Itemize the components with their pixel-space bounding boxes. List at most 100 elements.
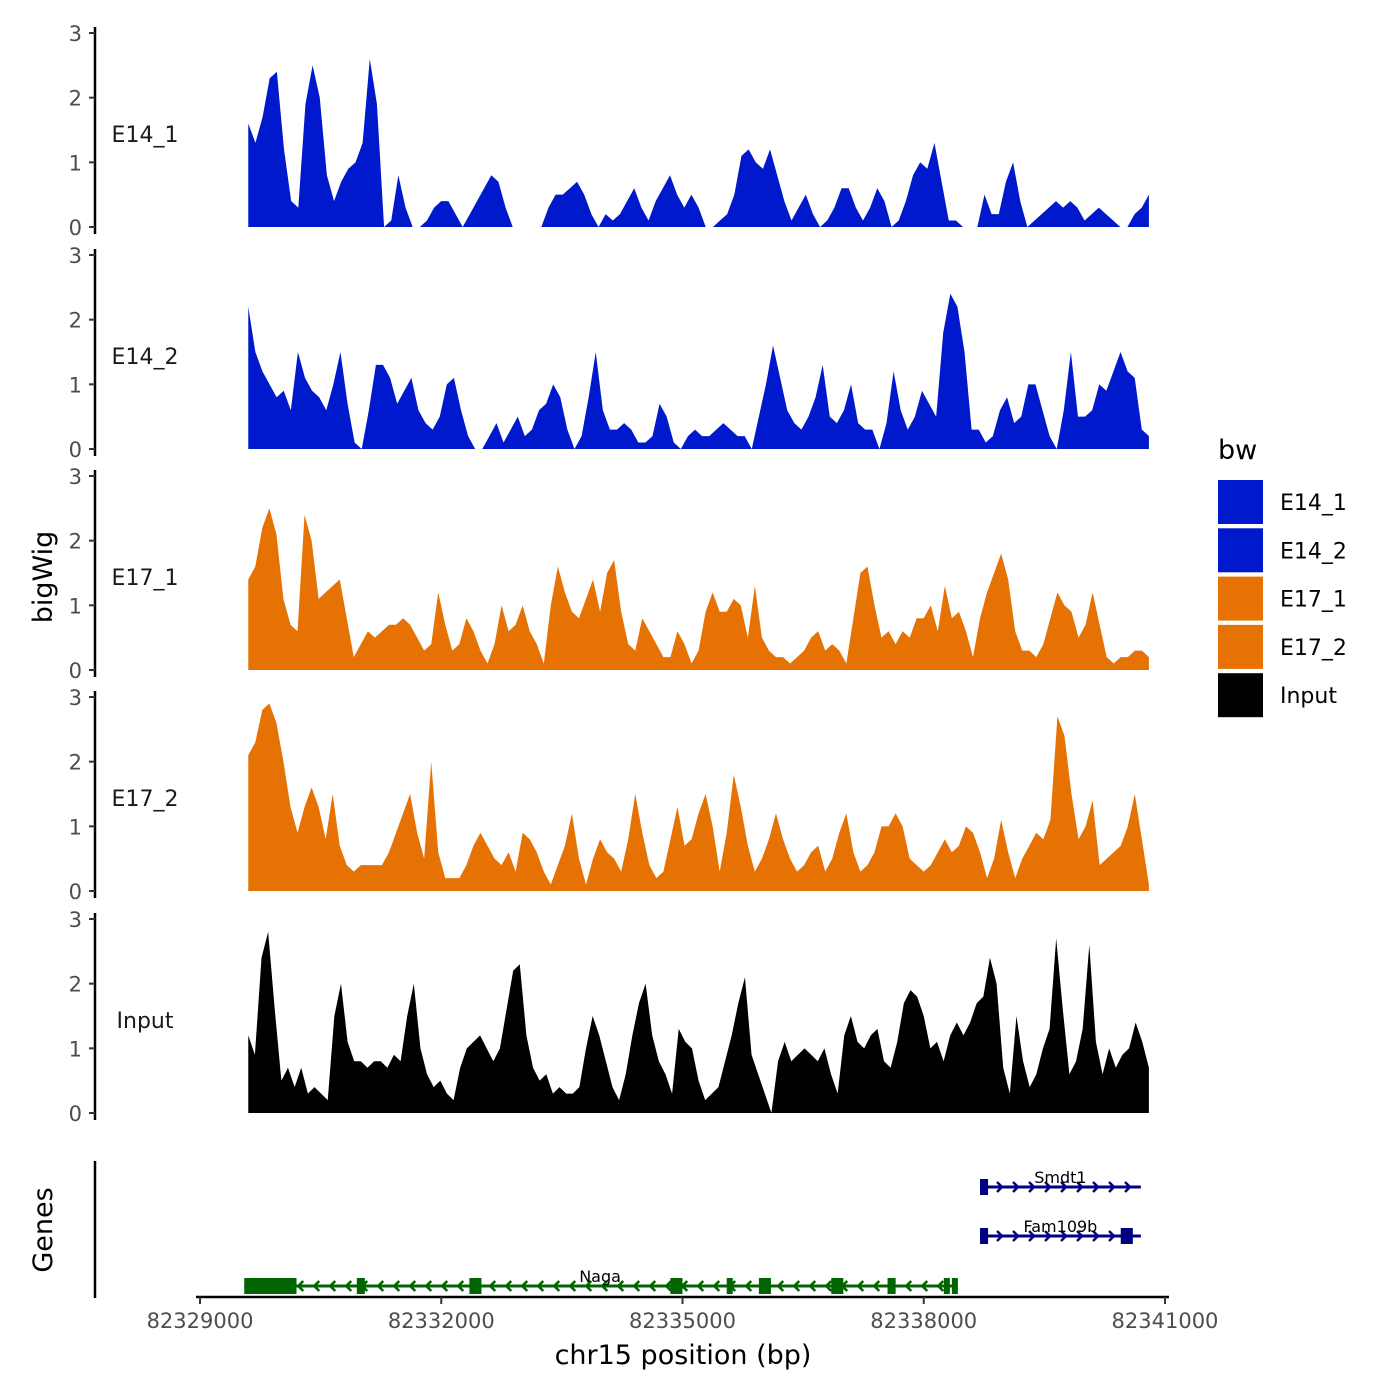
genes-panel: Smdt1 Fam109b Naga (93, 1161, 1141, 1298)
exon (951, 1278, 958, 1294)
strand-arrow (1060, 1181, 1068, 1193)
strand-arrow (776, 1280, 785, 1292)
strand-arrow (392, 1280, 401, 1292)
gene-label: Naga (579, 1267, 621, 1286)
strand-arrow (440, 1280, 449, 1292)
strand-arrow (872, 1280, 881, 1292)
strand-arrow (584, 1280, 593, 1292)
x-tick-label: 82338000 (870, 1309, 977, 1333)
strand-arrow (600, 1280, 609, 1292)
gene-label: Smdt1 (1034, 1168, 1086, 1187)
gene-naga: Naga (244, 1267, 958, 1294)
exon (356, 1278, 365, 1294)
y-tick-label: 3 (69, 465, 82, 489)
exon (943, 1278, 950, 1294)
y-tick-label: 2 (69, 751, 82, 775)
y-tick-label: 1 (69, 594, 82, 618)
legend-swatch-e14_1 (1218, 480, 1263, 524)
y-tick-label: 1 (69, 373, 82, 397)
legend-label: Input (1280, 684, 1337, 709)
track-label: E14_1 (112, 123, 179, 148)
y-tick-label: 0 (69, 1102, 82, 1126)
strand-arrow (1028, 1181, 1036, 1193)
y-tick-label: 2 (69, 973, 82, 997)
strand-arrow (1124, 1181, 1132, 1193)
legend-label: E14_1 (1280, 491, 1347, 516)
strand-arrow (808, 1280, 817, 1292)
legend-swatch-e17_1 (1218, 576, 1263, 621)
strand-arrow (552, 1280, 561, 1292)
track-input: 0 1 2 3 Input (69, 908, 1149, 1126)
exon (670, 1278, 683, 1294)
strand-arrow (328, 1280, 337, 1292)
strand-arrow (1092, 1181, 1100, 1193)
strand-arrow (520, 1280, 529, 1292)
y-tick-label: 3 (69, 686, 82, 710)
strand-arrow (1012, 1230, 1020, 1242)
y-tick-label: 2 (69, 530, 82, 554)
y-axis-title: bigWig (28, 531, 59, 624)
y-tick-label: 2 (69, 87, 82, 111)
track-label: E14_2 (112, 345, 179, 370)
strand-arrow (296, 1280, 305, 1292)
legend-swatch-e14_2 (1218, 528, 1263, 573)
strand-arrow (536, 1280, 545, 1292)
strand-arrow (712, 1280, 721, 1292)
strand-arrow (424, 1280, 433, 1292)
y-tick-label: 1 (69, 1037, 82, 1061)
strand-arrow (1044, 1181, 1052, 1193)
exon (980, 1179, 989, 1195)
y-tick-label: 0 (69, 659, 82, 683)
y-tick-label: 0 (69, 216, 82, 240)
strand-arrow (696, 1280, 705, 1292)
exon (831, 1278, 844, 1294)
strand-arrow (1076, 1230, 1084, 1242)
strand-arrow (1108, 1230, 1116, 1242)
y-tick-label: 3 (69, 244, 82, 268)
exon (887, 1278, 896, 1294)
strand-arrow (408, 1280, 417, 1292)
strand-arrow (1044, 1230, 1052, 1242)
track-label: Input (117, 1009, 174, 1034)
strand-arrow (920, 1280, 929, 1292)
strand-arrow (616, 1280, 625, 1292)
strand-arrow (344, 1280, 353, 1292)
strand-arrow (904, 1280, 913, 1292)
strand-arrow (744, 1280, 753, 1292)
strand-arrow (792, 1280, 801, 1292)
strand-arrow (1092, 1230, 1100, 1242)
strand-arrow (856, 1280, 865, 1292)
strand-arrow (488, 1280, 497, 1292)
exon (1120, 1228, 1133, 1244)
legend-label: E17_1 (1280, 588, 1347, 613)
strand-arrow (376, 1280, 385, 1292)
y-tick-label: 1 (69, 151, 82, 175)
strand-arrow (1012, 1181, 1020, 1193)
coverage-area-e14_1 (248, 58, 1149, 228)
strand-arrow (568, 1280, 577, 1292)
exon (980, 1228, 989, 1244)
y-tick-label: 3 (69, 22, 82, 46)
exon (469, 1278, 482, 1294)
strand-arrow (1060, 1230, 1068, 1242)
track-e17_2: 0 1 2 3 E17_2 (69, 686, 1149, 904)
x-axis: 82329000 82332000 82335000 82338000 82341000 (147, 1295, 1218, 1333)
track-label: E17_2 (112, 787, 179, 812)
exon (726, 1278, 733, 1294)
strand-arrow (1028, 1230, 1036, 1242)
gene-fam109b: Fam109b (980, 1217, 1141, 1244)
gene-smdt1: Smdt1 (980, 1168, 1141, 1195)
coverage-area-e17_1 (248, 508, 1149, 670)
x-axis-title: chr15 position (bp) (555, 1340, 812, 1371)
strand-arrow (632, 1280, 641, 1292)
track-e14_1: 0 1 2 3 E14_1 (69, 22, 1149, 240)
y-tick-label: 2 (69, 309, 82, 333)
y-tick-label: 0 (69, 880, 82, 904)
exon (244, 1278, 297, 1294)
legend-label: E14_2 (1280, 539, 1347, 564)
strand-arrow (648, 1280, 657, 1292)
strand-arrow (1108, 1181, 1116, 1193)
genes-axis-title: Genes (28, 1187, 59, 1272)
strand-arrow (824, 1280, 833, 1292)
